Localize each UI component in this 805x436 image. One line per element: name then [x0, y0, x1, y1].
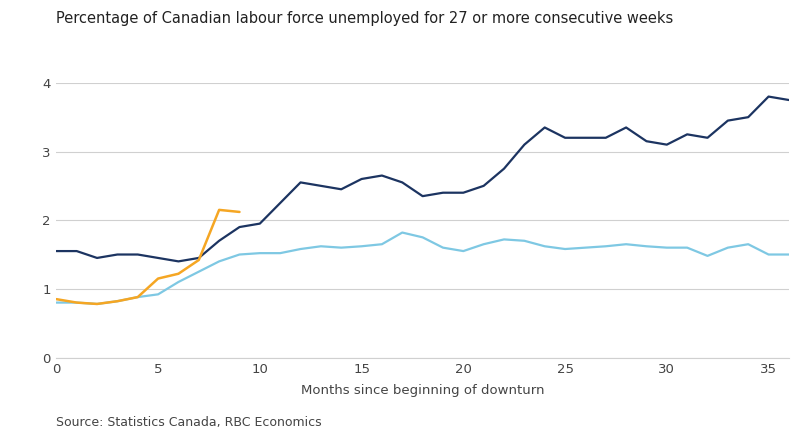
Text: Source: Statistics Canada, RBC Economics: Source: Statistics Canada, RBC Economics	[56, 416, 322, 429]
Text: Percentage of Canadian labour force unemployed for 27 or more consecutive weeks: Percentage of Canadian labour force unem…	[56, 11, 674, 26]
X-axis label: Months since beginning of downturn: Months since beginning of downturn	[301, 385, 544, 397]
